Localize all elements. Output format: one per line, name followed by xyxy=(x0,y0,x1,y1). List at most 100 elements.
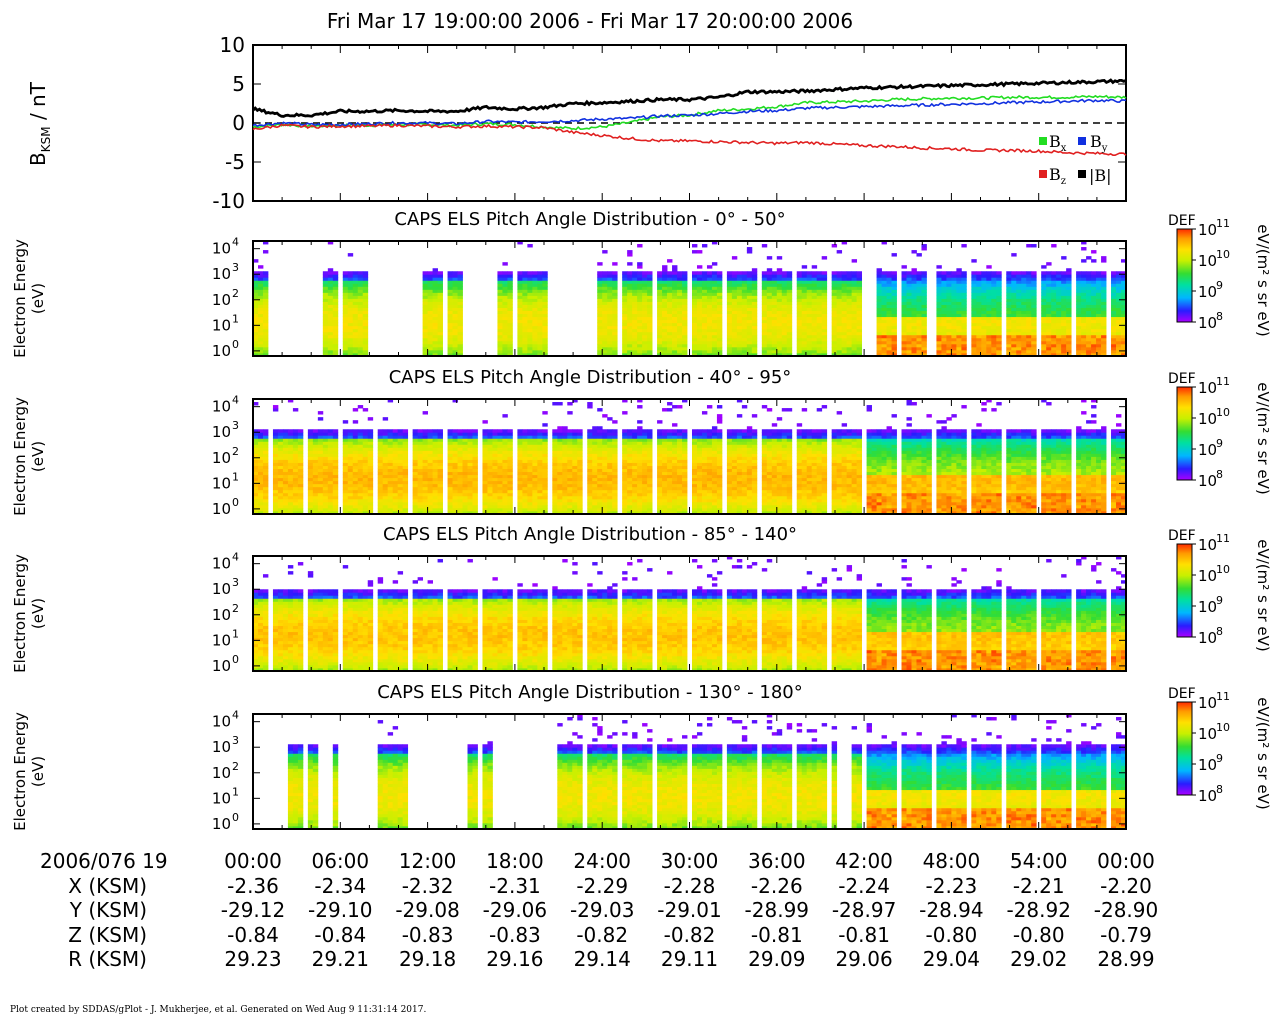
spectrogram-cell xyxy=(856,337,863,342)
spectrogram-cell xyxy=(672,343,678,348)
spectrogram-cell xyxy=(357,462,364,466)
spectrogram-cell xyxy=(517,447,523,451)
spectrogram-cell xyxy=(332,292,339,296)
spectrogram-cell xyxy=(696,277,703,281)
spectrogram-cell xyxy=(462,447,468,451)
spectrogram-cell xyxy=(377,501,384,506)
spectrogram-cell xyxy=(916,331,922,336)
spectrogram-cell xyxy=(766,280,773,284)
spectrogram-cell xyxy=(781,343,788,348)
spectrogram-cell xyxy=(272,444,279,448)
spectrogram-cell xyxy=(647,340,653,345)
spectrogram-cell xyxy=(657,334,663,339)
spectrogram-cell xyxy=(796,331,803,336)
spectrogram-cell xyxy=(881,283,887,287)
spectrogram-cell xyxy=(457,510,463,515)
spectrogram-cell xyxy=(417,498,424,503)
spectrogram-cell xyxy=(552,462,558,466)
spectrogram-cell xyxy=(492,429,498,433)
spectrogram-cell xyxy=(1121,337,1127,342)
spectrogram-cell xyxy=(991,349,997,354)
spectrogram-cell xyxy=(647,286,653,290)
spectrogram-cell xyxy=(1101,277,1107,281)
spectrogram-cell xyxy=(257,432,264,436)
spectrogram-cell xyxy=(751,310,758,315)
spectrogram-cell xyxy=(946,301,952,305)
spectrogram-cell xyxy=(841,274,848,278)
spectrogram-cell xyxy=(387,468,394,473)
spectrogram-cell xyxy=(502,486,508,491)
spectrogram-cell xyxy=(527,453,533,457)
spectrogram-cell xyxy=(397,468,404,473)
spectrogram-cell xyxy=(1026,340,1032,345)
spectrogram-cell xyxy=(1011,328,1017,333)
spectrogram-cell xyxy=(961,310,967,315)
spectrogram-cell xyxy=(257,498,264,503)
spectrogram-cell xyxy=(253,441,259,445)
spectrogram-cell xyxy=(662,340,668,345)
spectrogram-cell xyxy=(257,495,264,500)
spectrogram-cell xyxy=(996,346,1002,351)
spectrogram-cell xyxy=(322,298,329,302)
spectrogram-cell xyxy=(392,456,399,460)
spectrogram-cell xyxy=(447,301,453,305)
spectrogram-cell xyxy=(1006,340,1012,345)
spectrogram-cell xyxy=(297,435,304,439)
spectrogram-cell xyxy=(507,343,513,348)
spectrogram-cell xyxy=(282,432,289,436)
spectrogram-cell xyxy=(447,346,453,351)
spectrogram-cell xyxy=(1056,322,1062,327)
spectrogram-cell xyxy=(272,504,279,509)
spectrogram-cell xyxy=(487,447,493,451)
spectrogram-cell xyxy=(1006,334,1012,339)
spectrogram-cell xyxy=(682,298,688,302)
spectrogram-cell xyxy=(352,352,359,357)
spectrogram-cell xyxy=(831,277,838,281)
spectrogram-cell xyxy=(836,337,843,342)
spectrogram-cell xyxy=(781,316,788,321)
spectrogram-cell xyxy=(986,316,992,321)
spectrogram-cell xyxy=(507,280,513,284)
spectrogram-cell xyxy=(497,331,503,336)
spectrogram-cell xyxy=(991,319,997,324)
spectrogram-cell xyxy=(522,346,528,351)
spectrogram-cell xyxy=(457,340,463,345)
spectrogram-cell xyxy=(537,447,543,451)
spectrogram-cell xyxy=(946,289,952,293)
spectrogram-cell xyxy=(1021,334,1027,339)
spectrogram-cell xyxy=(786,304,793,308)
spectrogram-cell xyxy=(647,301,653,305)
spectrogram-cell xyxy=(911,337,917,342)
spectrogram-cell xyxy=(392,495,399,500)
spectrogram-cell xyxy=(956,346,962,351)
spectrogram-cell xyxy=(1021,319,1027,324)
spectrogram-cell xyxy=(307,498,314,503)
spectrogram-cell xyxy=(886,325,892,330)
spectrogram-cell xyxy=(497,280,503,284)
spectrogram-cell xyxy=(342,444,349,448)
spectrogram-cell xyxy=(322,504,329,509)
spectrogram-cell xyxy=(447,432,453,436)
spectrogram-cell xyxy=(542,465,548,470)
spectrogram-cell xyxy=(637,343,643,348)
spectrogram-cell xyxy=(527,459,533,463)
spectrogram-cell xyxy=(612,319,618,324)
spectrogram-cell xyxy=(711,286,718,290)
spectrogram-cell xyxy=(467,495,473,500)
spectrogram-cell xyxy=(257,465,264,470)
spectrogram-cell xyxy=(691,277,698,281)
spectrogram-cell xyxy=(327,486,334,491)
spectrogram-cell xyxy=(307,456,314,460)
spectrogram-cell xyxy=(532,310,538,315)
spectrogram-cell xyxy=(552,474,558,479)
spectrogram-cell xyxy=(432,492,438,497)
spectrogram-cell xyxy=(901,304,907,308)
spectrogram-cell xyxy=(537,328,543,333)
spectrogram-cell xyxy=(497,352,503,357)
spectrogram-cell xyxy=(1031,295,1037,299)
spectrogram-cell xyxy=(292,432,299,436)
spectrogram-cell xyxy=(392,450,399,454)
spectrogram-cell xyxy=(253,477,259,482)
spectrogram-cell xyxy=(437,295,443,299)
spectrogram-cell xyxy=(956,343,962,348)
